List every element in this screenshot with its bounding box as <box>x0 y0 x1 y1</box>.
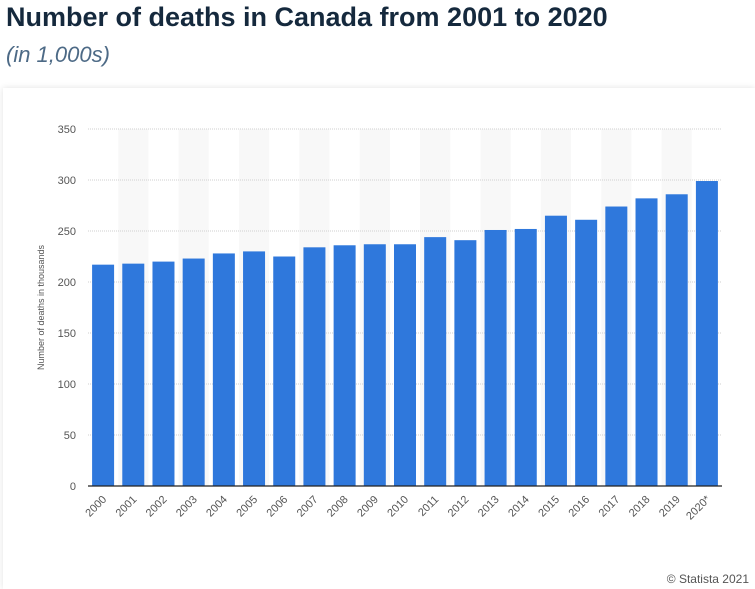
bar-2013 <box>484 229 507 487</box>
x-tick-label: 2019 <box>657 494 683 520</box>
bar-2019 <box>665 194 688 486</box>
y-tick-label: 300 <box>58 175 76 187</box>
bar-2002 <box>152 261 175 486</box>
x-tick-label: 2001 <box>114 494 140 520</box>
x-tick-label: 2006 <box>265 494 291 520</box>
bar-2005 <box>243 251 266 486</box>
bar-2003 <box>182 258 205 486</box>
y-tick-label: 250 <box>58 226 76 238</box>
y-tick-label: 150 <box>58 328 76 340</box>
bar-2016 <box>575 219 598 486</box>
x-tick-label: 2016 <box>566 494 592 520</box>
x-tick-label: 2003 <box>174 494 200 520</box>
bar-2001 <box>122 263 145 486</box>
bar-2010 <box>394 244 416 486</box>
x-tick-label: 2011 <box>416 494 441 519</box>
bar-2012 <box>454 240 477 486</box>
bar-2004 <box>212 253 235 486</box>
bar-2011 <box>424 237 447 486</box>
y-tick-label: 200 <box>58 277 76 289</box>
bar-2017 <box>605 206 628 486</box>
bar-2018 <box>635 198 658 487</box>
x-tick-label: 2014 <box>506 494 532 520</box>
x-tick-label: 2018 <box>627 494 653 520</box>
statista-credit[interactable]: © Statista 2021 <box>666 572 749 586</box>
x-tick-label: 2009 <box>355 494 381 520</box>
bar-2006 <box>273 256 296 486</box>
x-tick-label: 2010 <box>385 494 411 520</box>
page-title: Number of deaths in Canada from 2001 to … <box>6 2 608 32</box>
bar-2009 <box>363 244 386 486</box>
x-tick-label: 2004 <box>204 494 230 520</box>
y-tick-label: 350 <box>58 124 76 136</box>
y-tick-label: 0 <box>70 481 76 493</box>
x-tick-label: 2007 <box>295 494 321 520</box>
x-tick-label: 2017 <box>597 494 623 520</box>
y-tick-label: 50 <box>64 430 76 442</box>
x-tick-label: 2013 <box>476 494 502 520</box>
y-tick-label: 100 <box>58 379 76 391</box>
x-tick-label: 2012 <box>446 494 472 520</box>
x-tick-label: 2015 <box>536 494 562 520</box>
bar-2007 <box>303 247 326 486</box>
bar-2020* <box>695 181 718 486</box>
x-tick-label: 2002 <box>144 494 170 520</box>
bar-2008 <box>333 245 356 486</box>
chart-card: 0 50 100 150 200 250 300 350 2000 2001 2002 2003 200… <box>3 88 755 589</box>
x-tick-label: 2008 <box>325 494 351 520</box>
x-tick-label: 2020* <box>684 493 713 522</box>
bar-2015 <box>544 215 567 486</box>
x-tick-label: 2005 <box>234 494 260 520</box>
x-tick-label: 2000 <box>83 494 109 520</box>
bar-2000 <box>92 264 115 486</box>
y-axis-label: Number of deaths in thousands <box>36 244 46 370</box>
page-subtitle: (in 1,000s) <box>6 42 110 67</box>
bar-2014 <box>514 228 537 486</box>
